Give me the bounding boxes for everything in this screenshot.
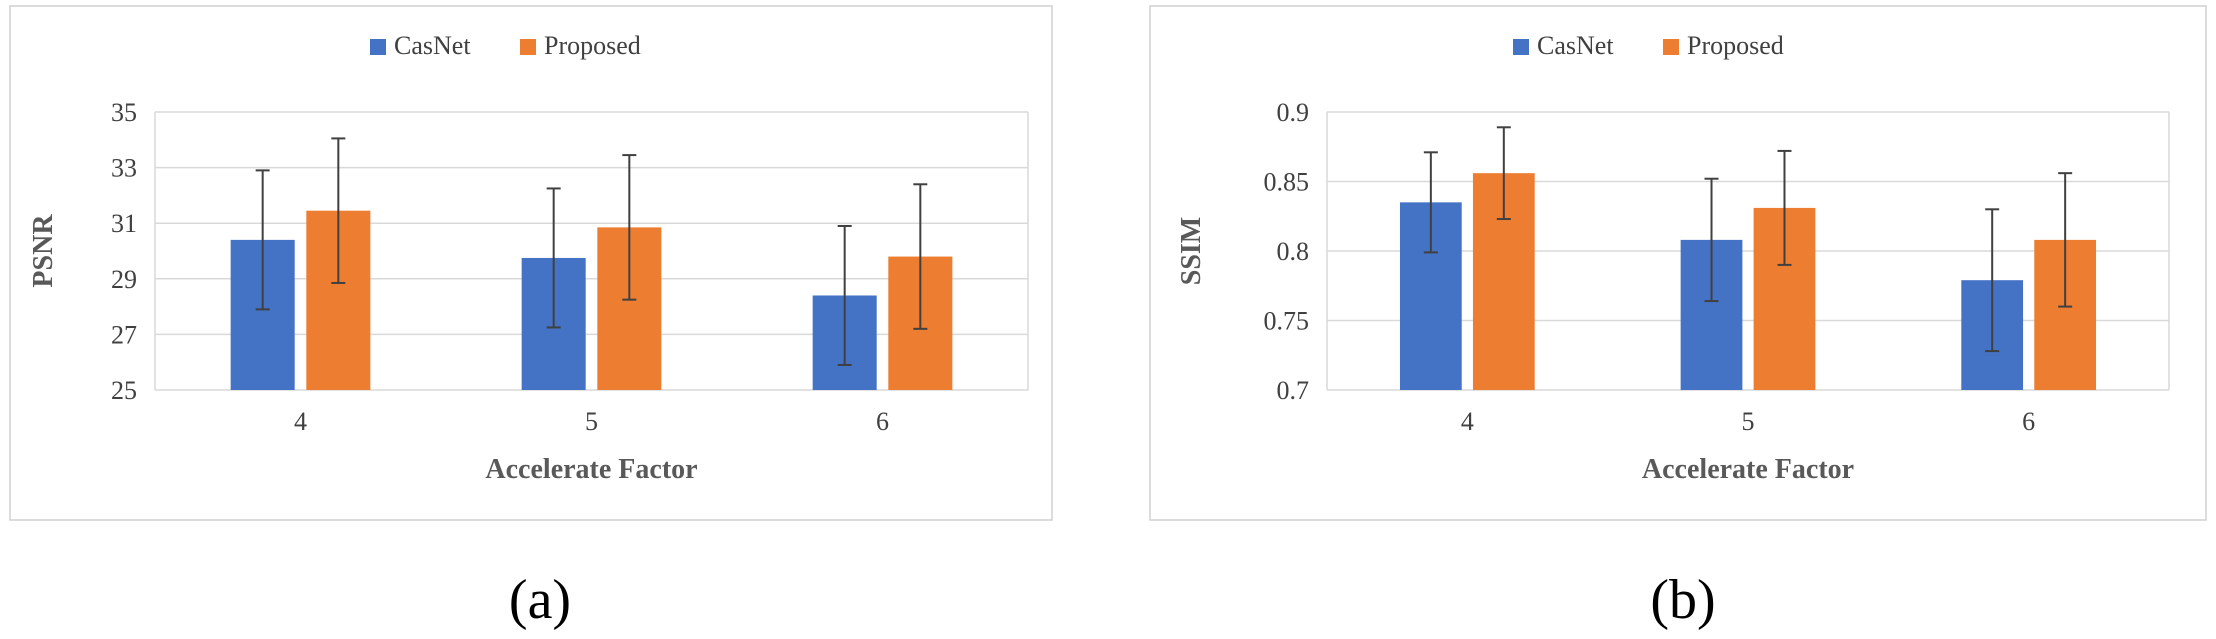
x-axis-title: Accelerate Factor	[1642, 454, 1854, 485]
figure-caption: (b)	[1650, 569, 1715, 631]
legend-swatch-casnet	[1513, 39, 1529, 55]
y-axis-title: PSNR	[28, 214, 59, 288]
y-tick-label: 0.9	[1277, 98, 1310, 127]
x-tick-label: 4	[294, 407, 307, 436]
legend-swatch-proposed	[1663, 39, 1679, 55]
legend-swatch-proposed	[520, 39, 536, 55]
x-tick-label: 5	[585, 407, 598, 436]
legend-label-casnet: CasNet	[394, 31, 471, 60]
chart-frame	[1149, 5, 2207, 521]
y-tick-label: 33	[111, 154, 137, 183]
legend: CasNet Proposed	[370, 31, 641, 60]
y-tick-label: 0.7	[1277, 376, 1310, 405]
legend-swatch-casnet	[370, 39, 386, 55]
x-tick-label: 4	[1461, 407, 1474, 436]
y-tick-label: 0.8	[1277, 237, 1310, 266]
y-tick-label: 0.85	[1264, 168, 1310, 197]
figure-caption: (a)	[509, 569, 571, 631]
legend-label-proposed: Proposed	[544, 31, 641, 60]
y-tick-label: 31	[111, 209, 137, 238]
y-tick-label: 27	[111, 320, 137, 349]
legend-label-proposed: Proposed	[1687, 31, 1784, 60]
x-axis-title: Accelerate Factor	[485, 454, 697, 485]
legend: CasNet Proposed	[1513, 31, 1784, 60]
chart-b-ssim: 0.7 0.75 0.8 0.85 0.9 4 5 6 Accelerate Factor SSI…	[1149, 5, 2207, 631]
legend-label-casnet: CasNet	[1537, 31, 1614, 60]
y-tick-label: 25	[111, 376, 137, 405]
y-tick-label: 35	[111, 98, 137, 127]
x-tick-label: 6	[876, 407, 889, 436]
x-tick-label: 6	[2022, 407, 2035, 436]
y-tick-label: 0.75	[1264, 307, 1310, 336]
y-tick-label: 29	[111, 265, 137, 294]
y-axis-title: SSIM	[1176, 217, 1207, 285]
chart-a-psnr: 25 27 29 31 33 35 4 5 6 Accelerate Factor PSNR CasN…	[9, 5, 1053, 631]
x-tick-label: 5	[1742, 407, 1755, 436]
